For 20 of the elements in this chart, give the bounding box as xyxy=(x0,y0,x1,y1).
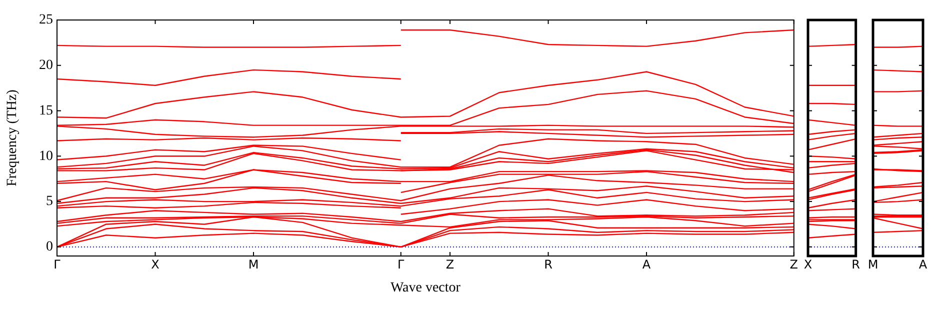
y-tick-label: 5 xyxy=(46,194,53,210)
y-tick-label: 0 xyxy=(46,240,53,255)
x-tick-label: Z xyxy=(790,257,798,272)
y-tick-label: 20 xyxy=(39,58,53,74)
y-tick-label: 10 xyxy=(39,148,53,164)
x-tick-label: X xyxy=(804,257,812,272)
x-tick-label: Z xyxy=(446,257,454,272)
y-tick-label: 15 xyxy=(39,103,53,118)
x-tick-label: M xyxy=(248,257,259,272)
x-tick-label: A xyxy=(918,257,928,272)
x-axis-title: Wave vector xyxy=(390,280,461,296)
x-tick-label: R xyxy=(852,257,860,272)
x-tick-label: Γ xyxy=(54,257,61,272)
x-tick-label: R xyxy=(544,257,552,272)
x-tick-label: M xyxy=(868,257,878,272)
x-tick-label: Γ xyxy=(398,257,405,272)
x-tick-label: X xyxy=(151,257,160,272)
y-tick-label: 25 xyxy=(39,12,53,28)
y-axis-title: Frequency (THz) xyxy=(5,89,20,186)
x-tick-label: A xyxy=(642,257,652,272)
